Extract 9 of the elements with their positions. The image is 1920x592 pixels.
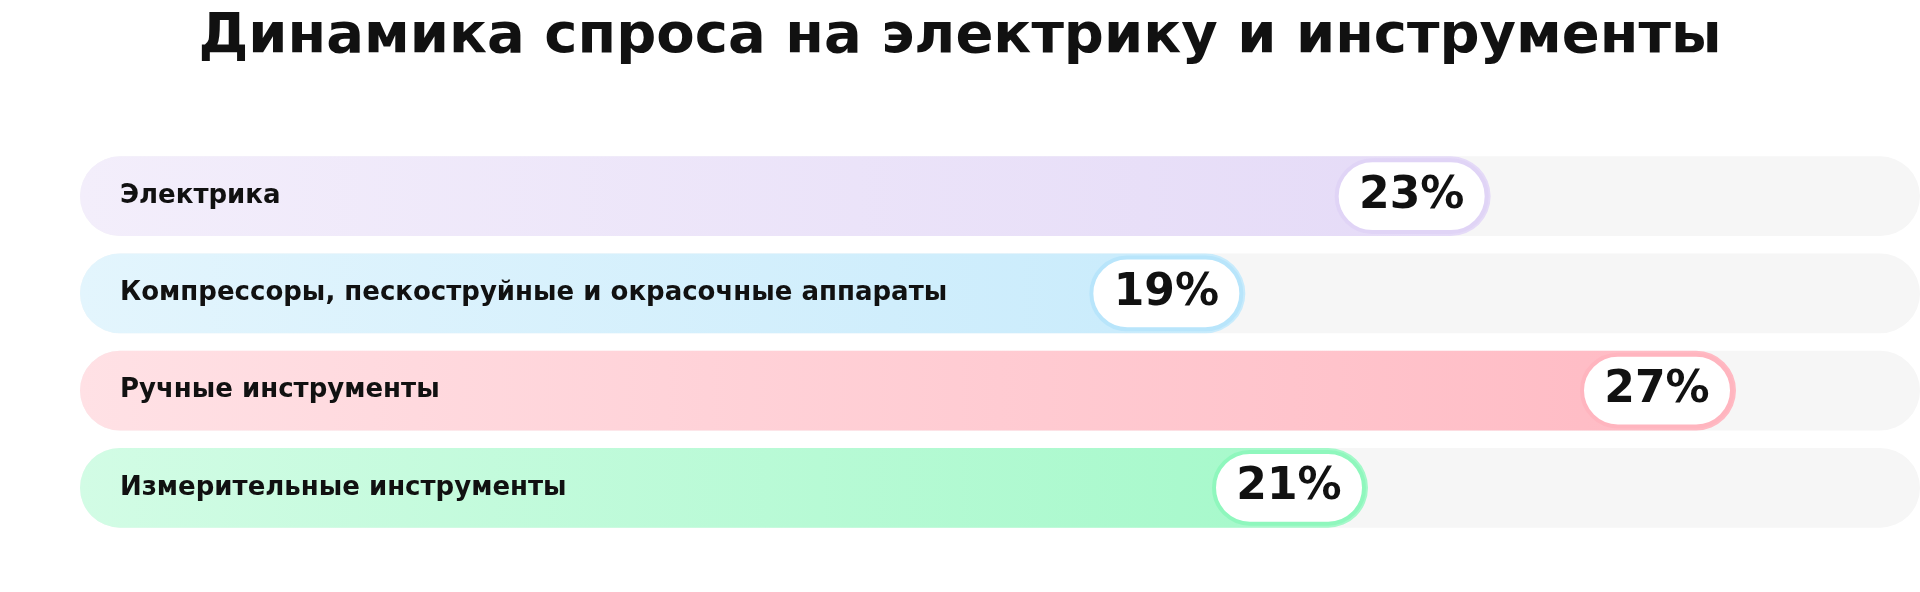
y-tick-label: Измерительные инструменты bbox=[120, 470, 567, 501]
data-label: 27% bbox=[1604, 361, 1710, 413]
data-label: 23% bbox=[1359, 166, 1465, 218]
y-tick-label: Компрессоры, пескоструйные и окрасочные аппараты bbox=[120, 276, 948, 307]
data-label: 21% bbox=[1236, 458, 1342, 510]
y-tick-label: Ручные инструменты bbox=[120, 373, 440, 404]
data-label: 19% bbox=[1113, 263, 1219, 315]
chart-title: Динамика спроса на электрику и инструменты bbox=[197, 0, 1723, 67]
y-tick-label: Электрика bbox=[120, 178, 281, 209]
